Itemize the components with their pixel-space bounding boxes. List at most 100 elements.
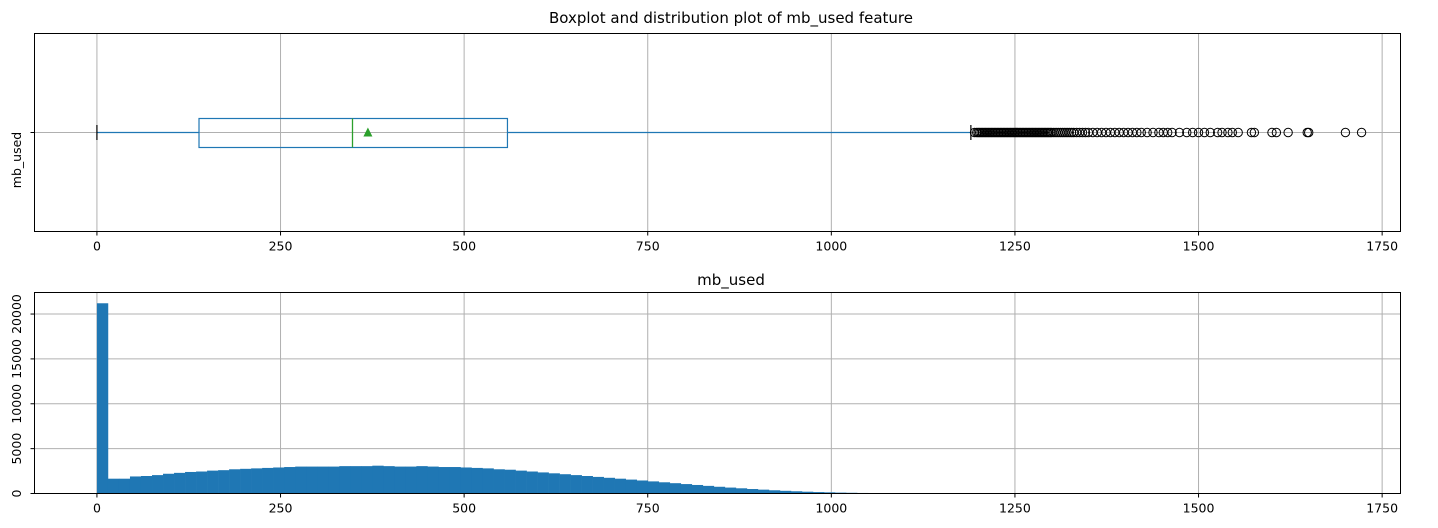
histogram-bar [273, 467, 285, 494]
boxplot-outlier-point [1283, 127, 1293, 138]
histogram-bar [306, 466, 318, 494]
histogram-bar [559, 474, 571, 494]
boxplot-title: Boxplot and distribution plot of mb_used… [549, 9, 913, 28]
boxplot-x-tick-label: 250 [269, 239, 293, 254]
histogram-bar [768, 490, 781, 494]
boxplot-outlier-point [1249, 127, 1260, 138]
histogram-bar [229, 469, 241, 494]
histogram-bar [240, 468, 252, 494]
histogram-bar [592, 476, 604, 494]
boxplot-outlier-point [1182, 127, 1192, 138]
histogram-bar [603, 477, 615, 494]
histogram-x-tick-label: 1750 [1366, 501, 1398, 516]
histogram-bar [504, 469, 516, 494]
boxplot-outlier-point [1267, 127, 1277, 138]
histogram-y-tick-label: 15000 [9, 339, 24, 379]
histogram-y-tick-label: 5000 [9, 433, 24, 465]
histogram-y-tick-label: 20000 [9, 294, 24, 334]
boxplot-mean-marker [363, 127, 373, 137]
histogram-bar [372, 465, 384, 494]
histogram-bar [669, 483, 682, 494]
boxplot-outlier-point [1187, 127, 1198, 138]
boxplot-x-tick-label: 1000 [815, 239, 847, 254]
histogram-bar [185, 471, 197, 494]
histogram-bar [207, 470, 219, 494]
boxplot-marks [96, 117, 1367, 149]
boxplot-outlier-point [1174, 127, 1185, 138]
histogram-bar [328, 466, 340, 494]
histogram-bar [107, 478, 120, 494]
histogram-bar [658, 482, 671, 494]
boxplot-outlier-point [1223, 127, 1233, 138]
histogram-bar [691, 484, 704, 494]
histogram-bar [129, 476, 142, 494]
histogram-bar [196, 471, 208, 494]
histogram-frame [34, 292, 1401, 494]
histogram-bar [140, 476, 153, 494]
histogram-bar [438, 467, 450, 494]
histogram-bars [96, 303, 1354, 494]
boxplot-outlier-point [1303, 127, 1314, 138]
histogram-bar [405, 466, 417, 494]
histogram-bar [713, 486, 726, 494]
histogram-x-tick-label: 1250 [999, 501, 1031, 516]
boxplot-panel: Boxplot and distribution plot of mb_used… [9, 9, 1401, 254]
boxplot-outlier-point [1233, 127, 1243, 138]
boxplot-outlier-point [1062, 127, 1072, 138]
histogram-bar [174, 472, 186, 494]
histogram-bar [394, 466, 406, 494]
boxplot-x-tick-label: 750 [636, 239, 660, 254]
histogram-bar [647, 481, 660, 494]
histogram-bar [262, 467, 274, 494]
boxplot-outlier-point [1136, 127, 1146, 138]
histogram-bar [361, 466, 373, 494]
boxplot-outlier-point [1212, 127, 1223, 138]
histogram-bar [614, 478, 626, 494]
histogram-bar [746, 489, 759, 494]
histogram-bar [625, 479, 638, 494]
boxplot-outlier-point [1271, 127, 1282, 138]
histogram-x-tick-label: 1000 [815, 501, 847, 516]
boxplot-outlier-point [1199, 127, 1210, 138]
boxplot-x-tick-label: 0 [93, 239, 101, 254]
histogram-bar [801, 491, 814, 494]
histogram-bar [724, 487, 737, 494]
histogram-bar [449, 467, 461, 494]
histogram-bar [118, 478, 131, 494]
boxplot-x-tick-label: 1500 [1183, 239, 1215, 254]
histogram-bar [96, 303, 109, 494]
histogram-bar [757, 489, 770, 494]
boxplot-x-tick-label: 1750 [1366, 239, 1398, 254]
histogram-bar [471, 467, 483, 494]
histogram-bar [735, 488, 748, 494]
histogram-gridlines [34, 292, 1401, 494]
histogram-bar [350, 466, 362, 494]
histogram-y-tick-label: 10000 [9, 384, 24, 424]
histogram-bar [779, 490, 792, 494]
histogram-bar [537, 472, 549, 494]
boxplot-outlier-point [1064, 127, 1074, 138]
boxplot-outlier-point [1193, 127, 1204, 138]
histogram-bar [790, 491, 803, 494]
histogram-y-tick-label: 0 [9, 489, 24, 497]
histogram-bar [383, 466, 395, 494]
histogram-bar [295, 466, 307, 494]
histogram-x-tick-label: 500 [452, 501, 476, 516]
histogram-bar [339, 466, 351, 494]
boxplot-outlier-point [1077, 127, 1088, 138]
boxplot-box [198, 117, 509, 149]
boxplot-outlier-point [1205, 127, 1215, 138]
histogram-bar [636, 480, 649, 494]
histogram-bar [163, 473, 175, 494]
histogram-bar [416, 466, 428, 494]
histogram-bar [427, 466, 439, 494]
histogram-bar [482, 468, 494, 494]
histogram-bar [548, 473, 560, 494]
histogram-bar [702, 485, 715, 494]
boxplot-outlier-point [1340, 127, 1351, 138]
histogram-x-tick-label: 750 [636, 501, 660, 516]
histogram-x-tick-label: 250 [269, 501, 293, 516]
histogram-title: mb_used [697, 271, 765, 290]
histogram-x-ticks: 0 250 500 750 1000 1250 1500 1750 [93, 493, 1398, 516]
